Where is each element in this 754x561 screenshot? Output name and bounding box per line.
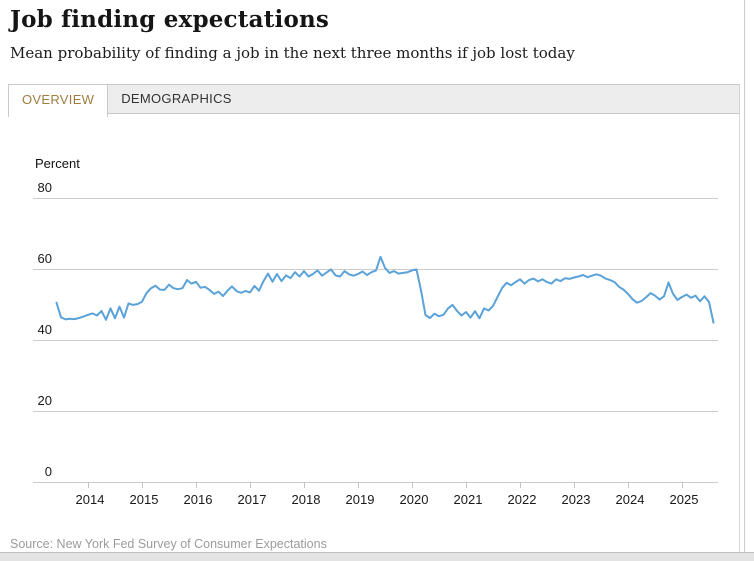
line-chart: 0 20 40 60 80 2014 2015 2016 2017 2018 2019 2020 202…: [33, 180, 718, 507]
y-tick-label-60: 60: [38, 251, 52, 266]
source-attribution: Source: New York Fed Survey of Consumer …: [10, 537, 327, 551]
x-tick-label-2025: 2025: [670, 492, 699, 507]
y-tick-label-20: 20: [38, 393, 52, 408]
data-line-job-finding-probability: [55, 255, 715, 324]
page-bottom-band: [0, 552, 754, 561]
x-tick-label-2024: 2024: [616, 492, 645, 507]
x-tick-label-2016: 2016: [184, 492, 213, 507]
page-title: Job finding expectations: [10, 6, 330, 33]
x-tick-label-2018: 2018: [292, 492, 321, 507]
x-tick-label-2020: 2020: [400, 492, 429, 507]
x-tick-label-2021: 2021: [454, 492, 483, 507]
x-tick-label-2014: 2014: [76, 492, 105, 507]
page-subtitle: Mean probability of finding a job in the…: [10, 44, 575, 62]
x-tick-label-2017: 2017: [238, 492, 267, 507]
x-tick-label-2019: 2019: [346, 492, 375, 507]
x-tick-label-2015: 2015: [130, 492, 159, 507]
tab-overview[interactable]: OVERVIEW: [8, 84, 109, 117]
x-tick-label-2022: 2022: [508, 492, 537, 507]
page-right-border: [744, 0, 745, 553]
y-tick-label-0: 0: [45, 464, 52, 479]
y-axis-unit-label: Percent: [35, 156, 80, 171]
x-tick-label-2023: 2023: [562, 492, 591, 507]
y-tick-label-40: 40: [38, 322, 52, 337]
y-tick-label-80: 80: [38, 180, 52, 195]
tab-bar: OVERVIEW DEMOGRAPHICS: [8, 84, 740, 117]
chart-frame-right-border: [739, 84, 740, 553]
tab-demographics[interactable]: DEMOGRAPHICS: [121, 91, 232, 106]
